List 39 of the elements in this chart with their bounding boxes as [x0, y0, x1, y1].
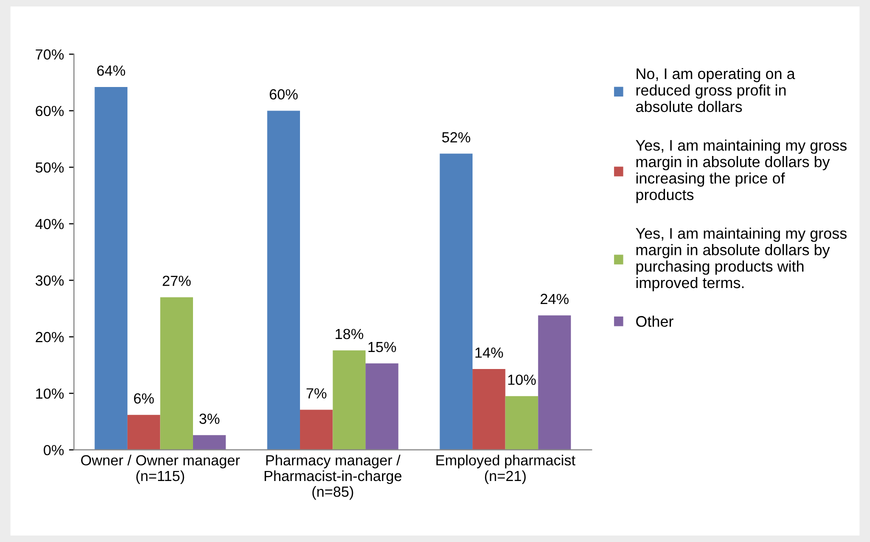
legend-label: Yes, I am maintaining my gross margin in absolute dollars by purchasing products with improved terms.: [636, 228, 847, 292]
bar: [160, 297, 194, 450]
data-label: 10%: [508, 374, 536, 385]
bar: [300, 410, 333, 450]
bar: [127, 414, 160, 450]
data-label: 18%: [336, 328, 364, 340]
x-tick-label: Pharmacy manager / Pharmacist-in-charge (n=85): [264, 454, 402, 500]
x-tick-label: Employed pharmacist (n=21): [436, 454, 576, 484]
y-tick-label: 0%: [44, 444, 64, 456]
bar: [472, 369, 506, 450]
data-label: 15%: [368, 342, 396, 352]
data-label: 14%: [475, 348, 504, 358]
legend-label: Yes, I am maintaining my gross margin in absolute dollars by increasing the price of products: [636, 140, 847, 204]
bar: [366, 363, 398, 450]
y-tick-label: 10%: [36, 388, 64, 399]
y-tick-label: 70%: [36, 49, 64, 60]
bar: [193, 435, 226, 450]
bar: [505, 396, 538, 450]
data-label: 24%: [540, 294, 569, 304]
data-label: 6%: [134, 393, 154, 404]
y-tick-label: 40%: [35, 218, 64, 230]
bar: [94, 86, 128, 450]
bar: [440, 154, 473, 450]
legend-label: Other: [636, 316, 674, 327]
data-label: 7%: [306, 388, 326, 398]
y-tick-label: 60%: [36, 106, 64, 116]
data-label: 3%: [199, 414, 220, 424]
data-label: 27%: [162, 276, 191, 286]
bar: [332, 350, 366, 450]
y-tick-label: 30%: [36, 275, 64, 286]
data-label: 64%: [97, 65, 126, 76]
data-label: 60%: [270, 89, 298, 100]
y-tick-label: 20%: [36, 332, 64, 342]
x-tick-label: Owner / Owner manager (n=115): [81, 454, 240, 484]
y-tick-label: 50%: [36, 162, 64, 173]
legend-label: No, I am operating on a reduced gross profit in absolute dollars: [636, 68, 796, 112]
bar: [538, 315, 571, 450]
data-label: 52%: [442, 132, 470, 142]
bar: [267, 110, 300, 450]
